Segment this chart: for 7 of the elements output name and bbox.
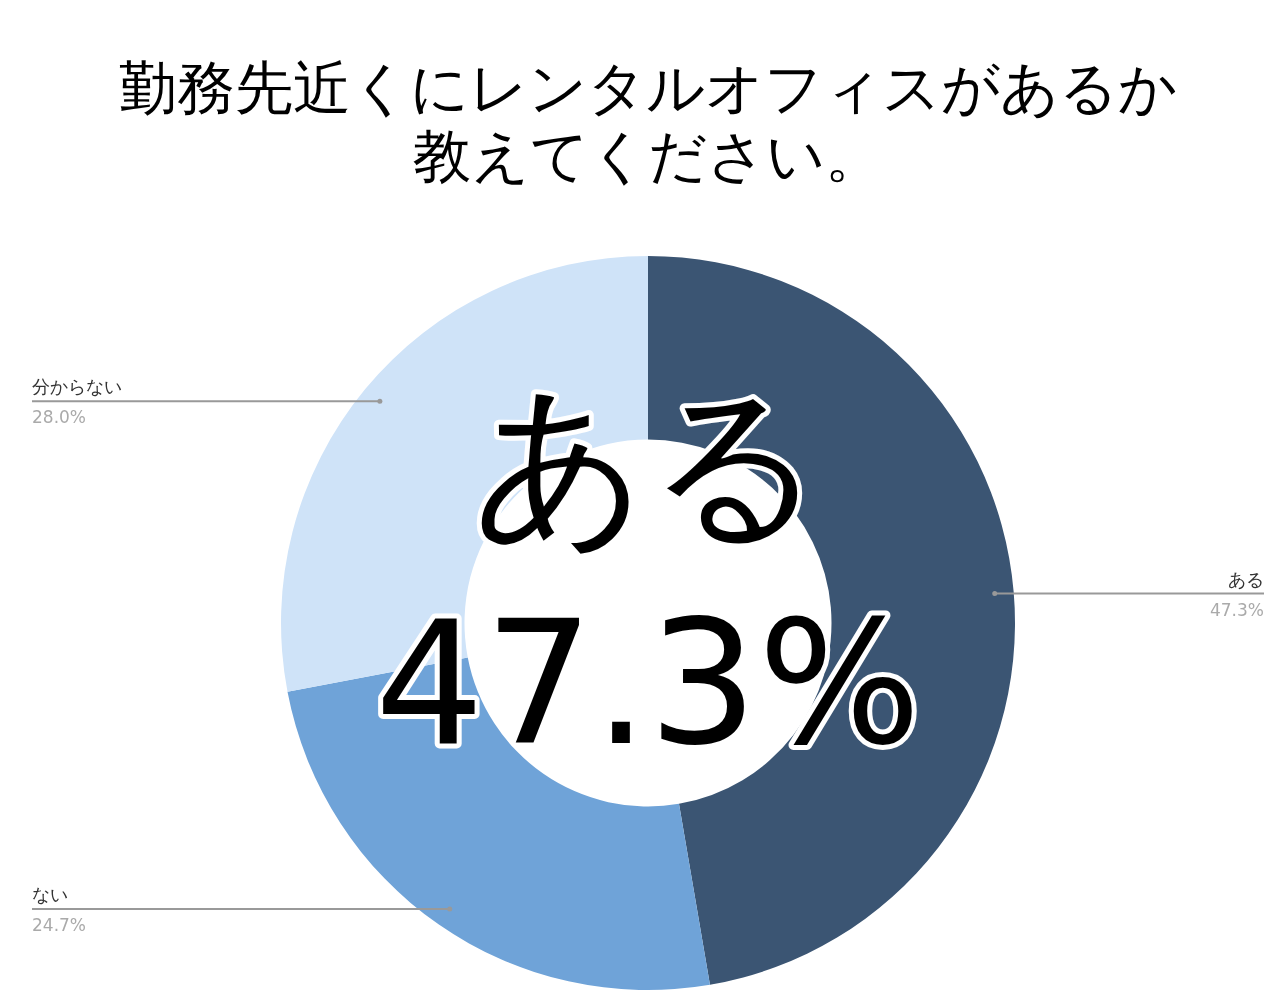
chart-title: 勤務先近くにレンタルオフィスがあるか教えてください。 xyxy=(119,54,1177,190)
data-label: 24.7% xyxy=(32,914,87,935)
slice-label: ない xyxy=(32,883,68,905)
slice-label: ある xyxy=(1228,568,1264,590)
data-label: 28.0% xyxy=(32,407,87,428)
slice-label: 分からない xyxy=(32,376,122,398)
data-label: 47.3% xyxy=(1209,599,1264,620)
